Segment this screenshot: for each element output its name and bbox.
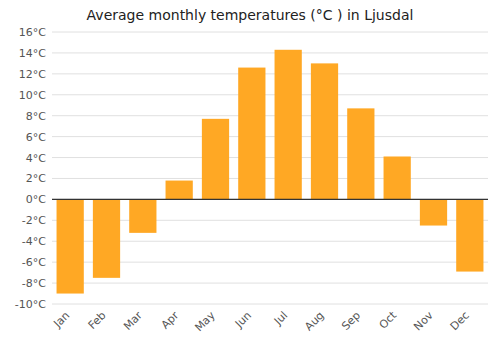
bar xyxy=(311,63,338,199)
y-tick-label: 8°C xyxy=(26,110,46,123)
y-tick-label: -2°C xyxy=(22,214,46,227)
bar xyxy=(129,199,156,232)
y-tick-label: 12°C xyxy=(19,68,46,81)
grid-line xyxy=(52,178,488,179)
bar xyxy=(238,68,265,200)
bar xyxy=(57,199,84,293)
title: Average monthly temperatures (°C ) in Lj… xyxy=(87,7,414,23)
x-tick-label: Mar xyxy=(121,309,145,333)
bar xyxy=(275,50,302,200)
x-tick-label: Feb xyxy=(86,309,109,332)
x-tick-label: Jan xyxy=(50,309,72,331)
x-tick-label: Sep xyxy=(339,309,363,333)
grid-line xyxy=(52,283,488,284)
y-tick-label: 10°C xyxy=(19,89,46,102)
y-tick-label: -6°C xyxy=(22,256,46,269)
x-tick-label: Nov xyxy=(411,309,436,334)
baseline xyxy=(52,199,488,200)
y-tick-label: -4°C xyxy=(22,235,46,248)
grid-line xyxy=(52,304,488,305)
bar xyxy=(347,108,374,199)
grid-line xyxy=(52,199,488,200)
grid-line xyxy=(52,32,488,33)
y-tick-label: 6°C xyxy=(26,131,46,144)
grid-line xyxy=(52,94,488,95)
bar xyxy=(456,199,483,271)
x-tick-label: Dec xyxy=(448,309,472,333)
grid-line xyxy=(52,136,488,137)
grid-line xyxy=(52,157,488,158)
bar xyxy=(93,199,120,277)
y-tick-label: 14°C xyxy=(19,47,46,60)
bar xyxy=(420,199,447,225)
grid xyxy=(52,32,488,304)
y-tick-label: 4°C xyxy=(26,152,46,165)
x-tick-label: May xyxy=(192,309,218,335)
chart: Average monthly temperatures (°C ) in Lj… xyxy=(0,0,500,350)
x-tick-label: Oct xyxy=(377,308,400,331)
y-tick-label: 16°C xyxy=(19,26,46,39)
x-tick-label: Aug xyxy=(302,309,326,333)
y-tick-label: 2°C xyxy=(26,172,46,185)
y-tick-label: -8°C xyxy=(22,277,46,290)
x-tick-label: Jul xyxy=(271,309,290,328)
y-tick-label: -10°C xyxy=(15,298,46,311)
x-tick-label: Apr xyxy=(159,309,182,332)
grid-line xyxy=(52,52,488,53)
bar xyxy=(202,119,229,200)
y-tick-label: 0°C xyxy=(26,193,46,206)
bar xyxy=(166,181,193,200)
bars xyxy=(57,50,484,294)
bar xyxy=(384,156,411,199)
x-tick-label: Jun xyxy=(232,309,254,331)
grid-line xyxy=(52,73,488,74)
grid-line xyxy=(52,115,488,116)
